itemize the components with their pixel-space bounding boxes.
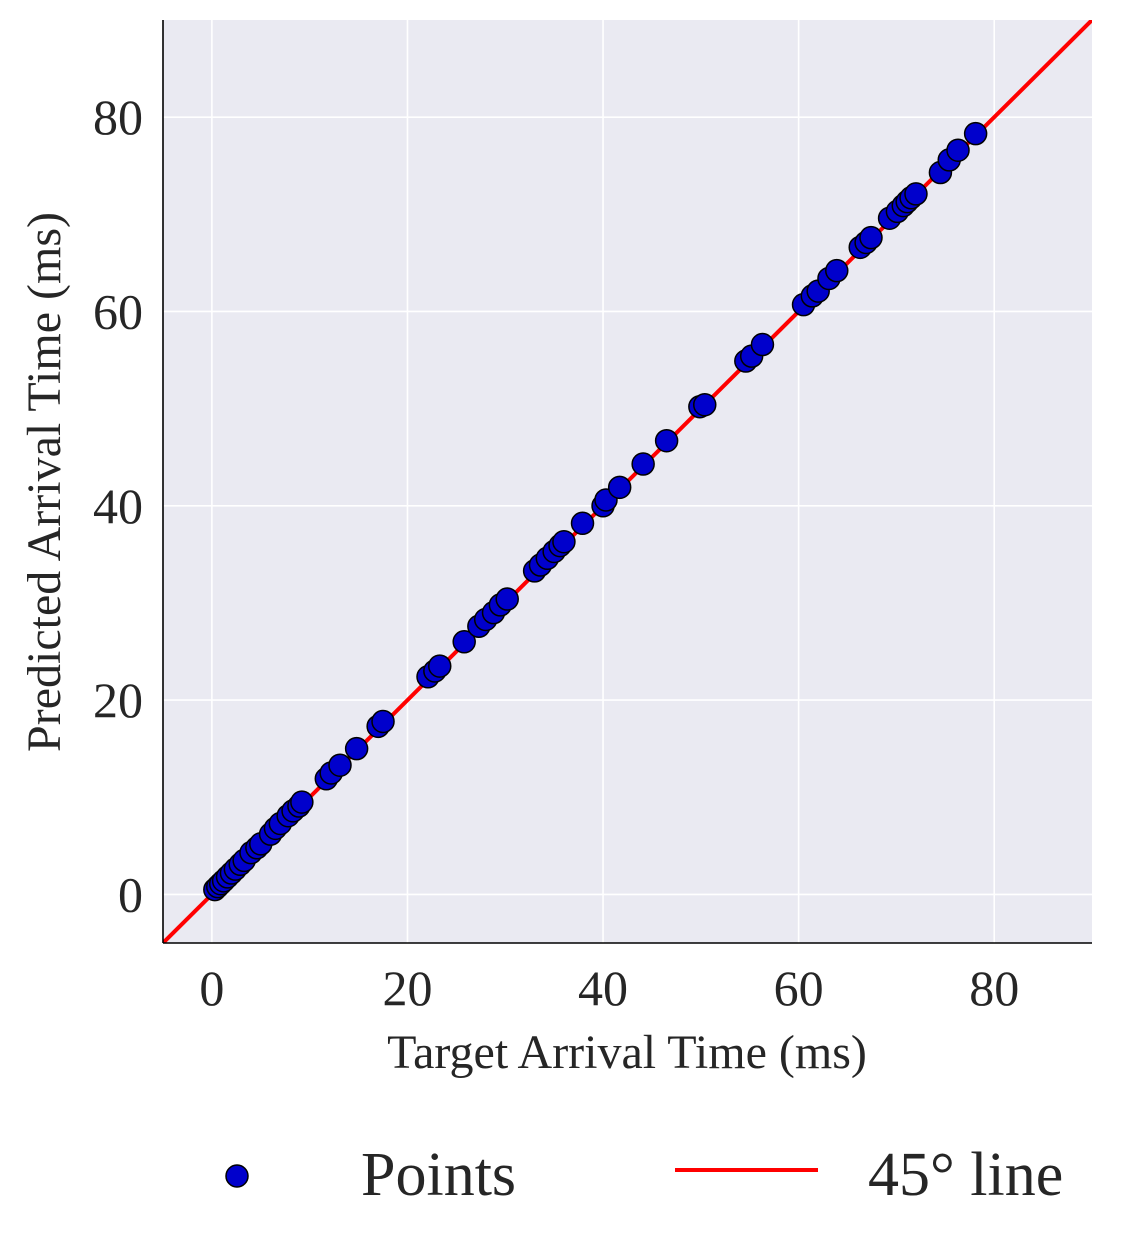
x-tick-labels: 0 20 40 60 80 — [199, 960, 1019, 1016]
x-tick-label: 80 — [969, 960, 1019, 1016]
y-tick-label: 0 — [118, 866, 143, 922]
x-tick-label: 0 — [199, 960, 224, 1016]
scatter-point — [963, 121, 988, 146]
legend: Points 45° line — [225, 1141, 1063, 1209]
scatter-point — [344, 736, 369, 761]
points-layer — [203, 121, 988, 902]
scatter-point — [495, 587, 519, 611]
legend-points-marker — [225, 1164, 249, 1188]
scatter-point — [825, 258, 849, 283]
scatter-point — [750, 332, 775, 357]
scatter-point — [904, 182, 928, 206]
scatter-point — [946, 138, 970, 162]
y-tick-label: 40 — [93, 478, 143, 534]
scatter-point — [693, 392, 717, 417]
scatter-point — [654, 428, 679, 453]
scatter-point — [570, 511, 595, 536]
scatter-point — [328, 753, 352, 777]
scatter-point — [290, 790, 314, 814]
x-tick-label: 40 — [578, 960, 628, 1016]
scatter-point — [427, 654, 452, 678]
scatter-point — [859, 225, 883, 250]
x-tick-label: 60 — [774, 960, 824, 1016]
y-tick-label: 80 — [93, 89, 143, 145]
scatter-point — [607, 475, 632, 500]
scatter-point — [552, 529, 576, 554]
scatter-point — [631, 452, 655, 476]
scatter-point — [452, 630, 476, 654]
x-axis-label: Target Arrival Time (ms) — [387, 1026, 867, 1079]
y-tick-label: 20 — [93, 672, 143, 728]
legend-points-label: Points — [361, 1141, 516, 1209]
legend-line-label: 45° line — [868, 1141, 1063, 1209]
grid — [163, 20, 1092, 943]
y-axis-label: Predicted Arrival Time (ms) — [18, 212, 71, 752]
x-tick-label: 20 — [382, 960, 432, 1016]
scatter-point — [371, 709, 395, 734]
y-tick-labels: 0 20 40 60 80 — [93, 89, 143, 922]
y-tick-label: 60 — [93, 283, 143, 339]
